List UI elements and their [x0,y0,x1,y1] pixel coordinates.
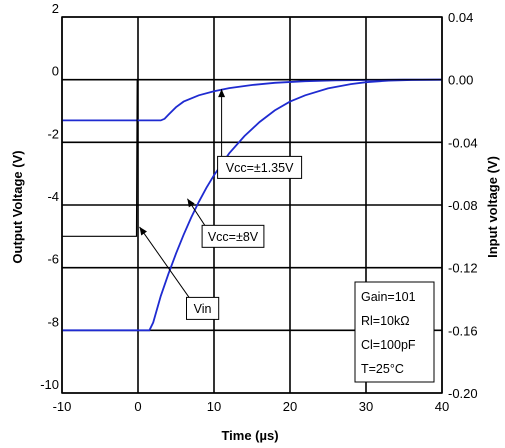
annotation-label: Vcc=±1.35V [226,161,294,175]
y-right-tick-label: -0.12 [448,261,478,276]
y-left-tick-label: -4 [47,189,59,204]
info-box: Gain=101 Rl=10kΩ Cl=100pF T=25°C [354,281,435,383]
y-left-tick-label: 0 [52,64,59,79]
y-axis-left-label: Output Voltage (V) [10,150,25,263]
y-left-tick-label: 2 [52,1,59,16]
y-right-tick-label: -0.04 [448,135,478,150]
series-line-vin [62,79,442,237]
x-tick-label: 40 [435,399,449,414]
y-left-tick-label: -2 [47,126,59,141]
y-right-tick-label: -0.20 [448,386,478,401]
annotation-label: Vcc=±8V [208,230,259,244]
y-right-tick-label: -0.16 [448,323,478,338]
info-box-frame [354,281,435,383]
y-axis-right-label: Input voltage (V) [485,156,500,258]
annotation-arrowhead [187,198,195,208]
y-left-tick-label: -8 [47,314,59,329]
y-right-tick-label: 0.04 [448,10,473,25]
info-line-cl: Cl=100pF [361,338,416,352]
annotations: Vcc=±1.35V Vcc=±8V Vin [139,89,303,320]
info-line-rl: Rl=10kΩ [361,314,410,328]
y-right-tick-label: 0.00 [448,73,473,88]
series-line-vcc-1-35v [62,78,442,122]
y-left-tick-label: -6 [47,252,59,267]
plot-frame [61,16,443,394]
y-right-tick-label: -0.08 [448,198,478,213]
annotation-box [186,296,220,320]
annotation-box [217,155,303,179]
annotation-arrow-line [139,226,191,300]
annotation-arrowhead [139,226,147,236]
x-tick-label: 30 [359,399,373,414]
tick-labels: -10 0 10 20 30 4020-2-4-6-8-100.040.00-0.04-0… [40,1,477,414]
x-tick-label: 10 [207,399,221,414]
series-line-vcc-8v [62,78,443,332]
info-line-gain: Gain=101 [361,290,416,304]
annotation-box [201,224,265,248]
info-line-temp: T=25°C [361,362,404,376]
annotation-arrowhead [218,89,226,98]
x-tick-label: 0 [134,399,141,414]
x-axis-label: Time (µs) [221,428,278,443]
annotation-label: Vin [194,302,212,316]
x-tick-label: -10 [53,399,72,414]
x-tick-label: 20 [283,399,297,414]
y-left-tick-label: -10 [40,377,59,392]
